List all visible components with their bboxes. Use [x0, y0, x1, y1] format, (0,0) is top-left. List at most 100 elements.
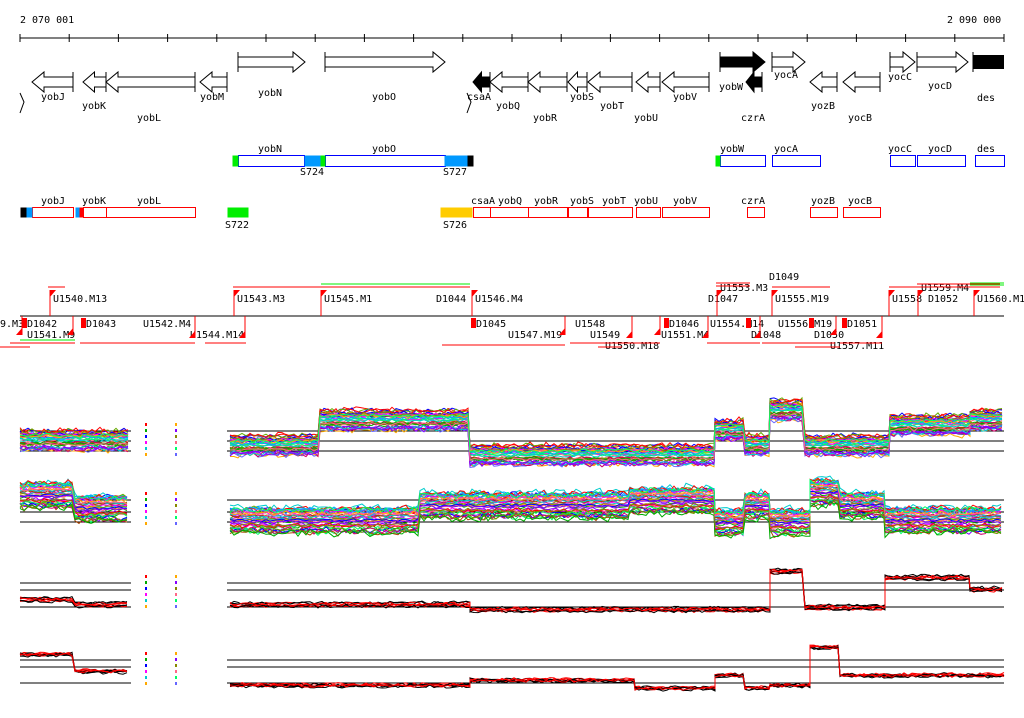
- trace-fragment: [175, 522, 177, 525]
- segment-flag: [772, 290, 778, 297]
- site-marker: [26, 207, 33, 218]
- gene-label-yocB: yocB: [848, 113, 872, 124]
- segment-label: U1548: [575, 319, 605, 330]
- operon-box-yobL: [106, 207, 196, 218]
- segment-flag: [889, 290, 895, 297]
- site-marker: [467, 155, 474, 167]
- segment-flag: [626, 331, 632, 338]
- segment-flag: [67, 328, 73, 335]
- operon-label-yobU: yobU: [634, 196, 658, 207]
- site-label: S722: [225, 220, 249, 231]
- gene-label-yobS: yobS: [570, 92, 594, 103]
- site-marker: [20, 207, 27, 218]
- segment-marker: [664, 318, 669, 328]
- trace-fragment: [175, 510, 177, 513]
- trace-fragment: [175, 504, 177, 507]
- operon-label-yobT: yobT: [602, 196, 626, 207]
- segment-label: D1043: [86, 319, 116, 330]
- trace-fragment: [175, 593, 177, 596]
- site-marker: [320, 155, 326, 167]
- segment-label: D1047: [708, 294, 738, 305]
- operon-label-yobJ: yobJ: [41, 196, 65, 207]
- gene-label-czrA: czrA: [741, 113, 765, 124]
- gene-track: yobN yobO yobW yocA yocC yocD des yobJ yobK yobL y…: [19, 50, 1004, 124]
- trace-fragment: [145, 504, 147, 507]
- segment-flag: [702, 331, 708, 338]
- operon-box-yobQ: [490, 207, 529, 218]
- trace-fragment: [175, 441, 177, 444]
- segment-flag: [234, 290, 240, 297]
- operon-label-des: des: [977, 144, 995, 155]
- gene-des-block: [973, 55, 1004, 69]
- trace-fragment: [145, 447, 147, 450]
- trace-fragment: [175, 605, 177, 608]
- gene-label-yocA: yocA: [774, 70, 798, 81]
- segment-marker: [81, 318, 86, 328]
- trace-fragment: [175, 676, 177, 679]
- trace-fragment: [175, 423, 177, 426]
- operon-box-yobK: [83, 207, 107, 218]
- gene-label-des: des: [977, 93, 995, 104]
- gene-yocC-arrow: [889, 50, 916, 74]
- segment-marker: [471, 318, 476, 328]
- segment-label: D1042: [27, 319, 57, 330]
- segment-flag: [50, 290, 56, 297]
- operon-box-yocB: [843, 207, 881, 218]
- operon-track: yobN yobO yobW yocA yocC yocD des S724 S727 yobJ y…: [20, 144, 1005, 231]
- segment-track: U1540.M13 U1543.M3 U1545.M1 D1044 U1546.M4 D1…: [0, 272, 1024, 352]
- gene-label-yobL: yobL: [137, 113, 161, 124]
- gene-label-yozB: yozB: [811, 101, 835, 112]
- gene-yobW-arrow: [719, 50, 766, 74]
- trace-fragment: [175, 581, 177, 584]
- trace-fragment: [145, 682, 147, 685]
- segment-label: D1052: [928, 294, 958, 305]
- segment-flag: [974, 290, 980, 297]
- segment-label: D1050: [814, 330, 844, 341]
- expression-trace: [19, 500, 1002, 540]
- segment-label: U1541.M9: [27, 330, 75, 341]
- expression-trace: [19, 404, 1003, 454]
- operon-label-yobN: yobN: [258, 144, 282, 155]
- segment-label: U1545.M1: [324, 294, 372, 305]
- expression-trace: [19, 568, 1003, 612]
- operon-label-yobR: yobR: [534, 196, 559, 207]
- gene-yobQ-arrow: [489, 70, 529, 94]
- site-marker: [227, 207, 249, 218]
- segment-label: D1045: [476, 319, 506, 330]
- segment-label: U1546.M4: [475, 294, 523, 305]
- operon-box-yobR: [528, 207, 568, 218]
- operon-label-yobK: yobK: [82, 196, 106, 207]
- gene-label-yobN: yobN: [258, 88, 282, 99]
- segment-flag: [189, 331, 195, 338]
- segment-label: U1547.M19: [508, 330, 562, 341]
- segment-label: D1049: [769, 272, 799, 283]
- trace-fragment: [175, 575, 177, 578]
- operon-box-yocC: [890, 155, 916, 167]
- trace-fragment: [145, 593, 147, 596]
- trace-fragment: [145, 516, 147, 519]
- operon-box-csaA: [473, 207, 491, 218]
- operon-label-yocB: yocB: [848, 196, 872, 207]
- segment-label: U1560.M1: [977, 294, 1024, 305]
- gene-yocA-arrow: [771, 50, 806, 74]
- trace-fragment: [175, 587, 177, 590]
- segment-label: U1559.M4: [921, 283, 969, 294]
- gene-yobL-arrow: [105, 70, 196, 94]
- gene-label-yobU: yobU: [634, 113, 658, 124]
- gene-yozB-arrow: [809, 70, 838, 94]
- trace-fragment: [175, 658, 177, 661]
- operon-label-yocA: yocA: [774, 144, 798, 155]
- gene-label-yobM: yobM: [200, 92, 224, 103]
- site-label: S724: [300, 167, 324, 178]
- trace-fragment: [145, 510, 147, 513]
- gene-yobV-arrow: [661, 70, 710, 94]
- segment-flag: [472, 290, 478, 297]
- trace-fragment: [145, 498, 147, 501]
- expression-trace: [19, 495, 1002, 530]
- gene-label-yobW: yobW: [719, 82, 744, 93]
- trace-fragment: [145, 664, 147, 667]
- operon-box-czrA: [747, 207, 765, 218]
- segment-label: U1540.M13: [53, 294, 107, 305]
- site-marker: [715, 155, 721, 167]
- segment-marker: [809, 318, 814, 328]
